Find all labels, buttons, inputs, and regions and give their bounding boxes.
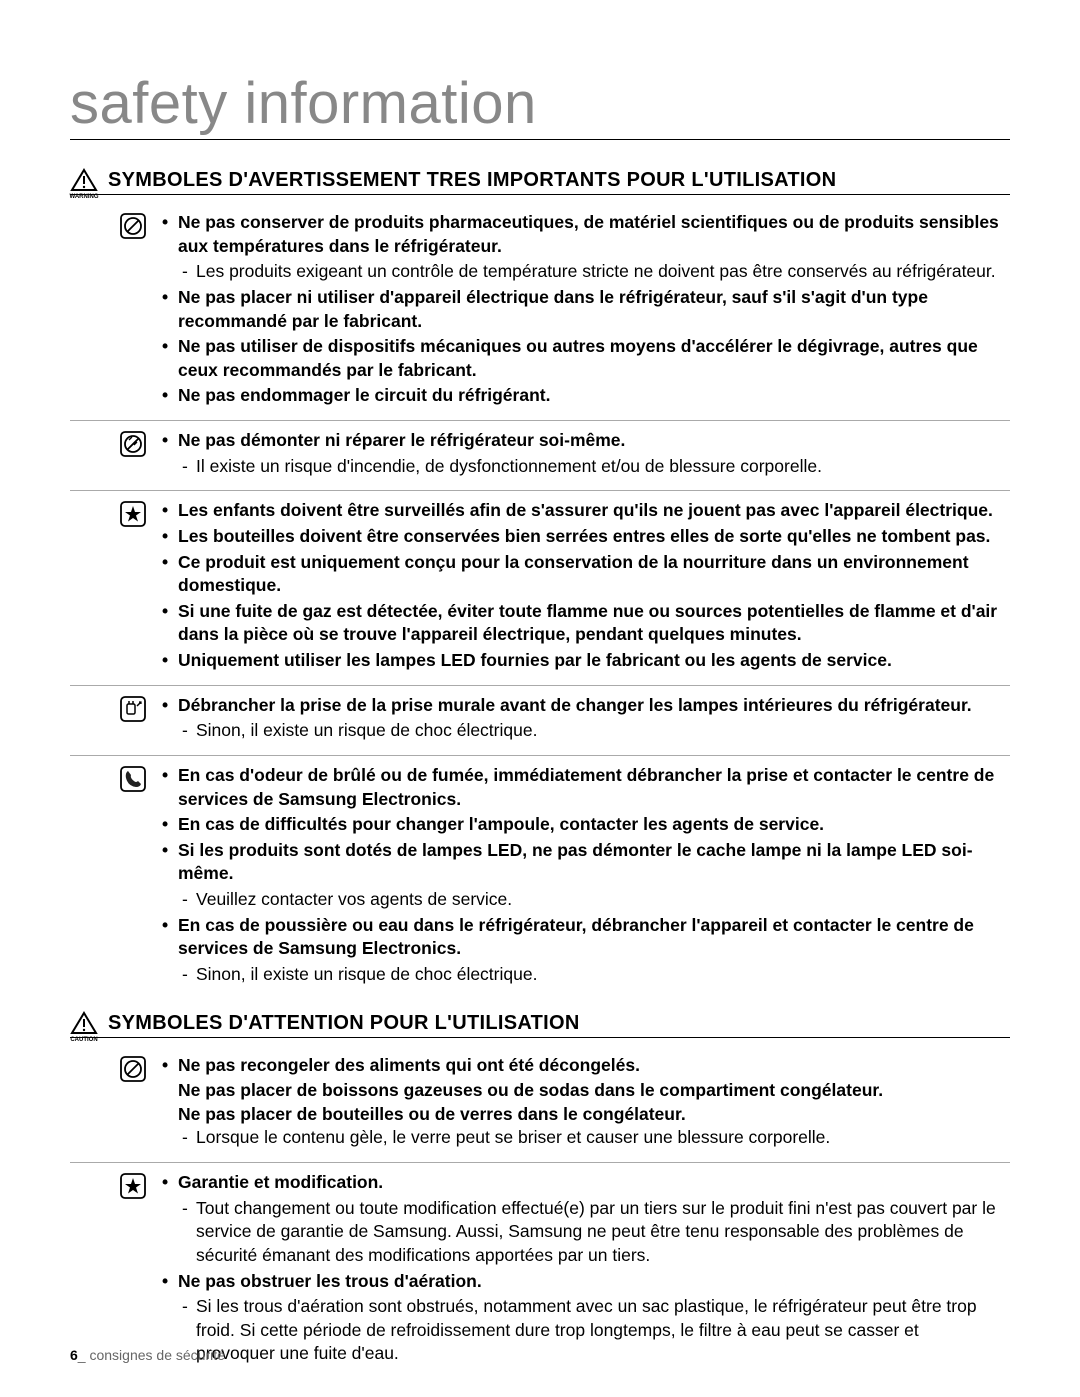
content-block: Garantie et modification.Tout changement… (70, 1162, 1010, 1378)
page-number: 6 (70, 1347, 78, 1363)
prohibit-icon (120, 1054, 150, 1153)
section-heading: CAUTION SYMBOLES D'ATTENTION POUR L'UTILI… (70, 1011, 1010, 1038)
heading-text: SYMBOLES D'AVERTISSEMENT TRES IMPORTANTS… (108, 169, 836, 192)
bullet-item: En cas d'odeur de brûlé ou de fumée, imm… (160, 764, 1000, 811)
content-block: Ne pas démonter ni réparer le réfrigérat… (70, 420, 1010, 490)
page-footer: 6_ consignes de sécurité (70, 1347, 225, 1363)
bullet-item: Ne pas conserver de produits pharmaceuti… (160, 211, 1000, 258)
bullet-item: Ne pas recongeler des aliments qui ont é… (160, 1054, 1000, 1078)
bullet-item: Ne pas démonter ni réparer le réfrigérat… (160, 429, 1000, 453)
bullet-item: Ne pas endommager le circuit du réfrigér… (160, 384, 1000, 408)
block-content: Ne pas démonter ni réparer le réfrigérat… (160, 429, 1010, 480)
bullet-continuation: Ne pas placer de boissons gazeuses ou de… (160, 1079, 1000, 1103)
bullet-continuation: Ne pas placer de bouteilles ou de verres… (160, 1103, 1000, 1127)
tiny-label: CAUTION (70, 1037, 97, 1043)
bullet-item: Garantie et modification. (160, 1171, 1000, 1195)
footer-label: consignes de sécurité (89, 1347, 224, 1363)
bullet-item: Ne pas placer ni utiliser d'appareil éle… (160, 286, 1000, 333)
bullet-item: Uniquement utiliser les lampes LED fourn… (160, 649, 1000, 673)
content-block: En cas d'odeur de brûlé ou de fumée, imm… (70, 755, 1010, 999)
sub-item: Si les trous d'aération sont obstrués, n… (178, 1295, 1000, 1366)
prohibit-icon (120, 211, 150, 410)
star-icon (120, 499, 150, 674)
no-disassemble-icon (120, 429, 150, 480)
star-icon (120, 1171, 150, 1368)
sub-item: Les produits exigeant un contrôle de tem… (178, 260, 1000, 284)
sub-item: Lorsque le contenu gèle, le verre peut s… (178, 1126, 1000, 1150)
bullet-item: Les bouteilles doivent être conservées b… (160, 525, 1000, 549)
page-title: safety information (70, 70, 1010, 140)
content-block: Ne pas conserver de produits pharmaceuti… (70, 203, 1010, 420)
bullet-item: Si les produits sont dotés de lampes LED… (160, 839, 1000, 886)
bullet-item: Si une fuite de gaz est détectée, éviter… (160, 600, 1000, 647)
bullet-item: Ne pas obstruer les trous d'aération. (160, 1270, 1000, 1294)
bullet-item: Débrancher la prise de la prise murale a… (160, 694, 1000, 718)
sub-item: Sinon, il existe un risque de choc élect… (178, 719, 1000, 743)
bullet-item: En cas de poussière ou eau dans le réfri… (160, 914, 1000, 961)
block-content: Les enfants doivent être surveillés afin… (160, 499, 1010, 674)
bullet-item: En cas de difficultés pour changer l'amp… (160, 813, 1000, 837)
warning-triangle-icon: CAUTION (70, 1011, 98, 1035)
warning-triangle-icon: WARNING (70, 168, 98, 192)
sub-item: Tout changement ou toute modification ef… (178, 1197, 1000, 1268)
block-content: En cas d'odeur de brûlé ou de fumée, imm… (160, 764, 1010, 989)
block-content: Ne pas recongeler des aliments qui ont é… (160, 1054, 1010, 1153)
content-block: Ne pas recongeler des aliments qui ont é… (70, 1046, 1010, 1163)
heading-text: SYMBOLES D'ATTENTION POUR L'UTILISATION (108, 1012, 580, 1035)
block-content: Ne pas conserver de produits pharmaceuti… (160, 211, 1010, 410)
block-content: Débrancher la prise de la prise murale a… (160, 694, 1010, 745)
content-block: Les enfants doivent être surveillés afin… (70, 490, 1010, 684)
bullet-item: Ce produit est uniquement conçu pour la … (160, 551, 1000, 598)
sub-item: Sinon, il existe un risque de choc élect… (178, 963, 1000, 987)
unplug-icon (120, 694, 150, 745)
tiny-label: WARNING (70, 194, 99, 200)
bullet-item: Les enfants doivent être surveillés afin… (160, 499, 1000, 523)
sub-item: Veuillez contacter vos agents de service… (178, 888, 1000, 912)
section-heading: WARNING SYMBOLES D'AVERTISSEMENT TRES IMP… (70, 168, 1010, 195)
footer-separator: _ (78, 1347, 86, 1363)
sub-item: Il existe un risque d'incendie, de dysfo… (178, 455, 1000, 479)
block-content: Garantie et modification.Tout changement… (160, 1171, 1010, 1368)
content-block: Débrancher la prise de la prise murale a… (70, 685, 1010, 755)
phone-icon (120, 764, 150, 989)
bullet-item: Ne pas utiliser de dispositifs mécanique… (160, 335, 1000, 382)
